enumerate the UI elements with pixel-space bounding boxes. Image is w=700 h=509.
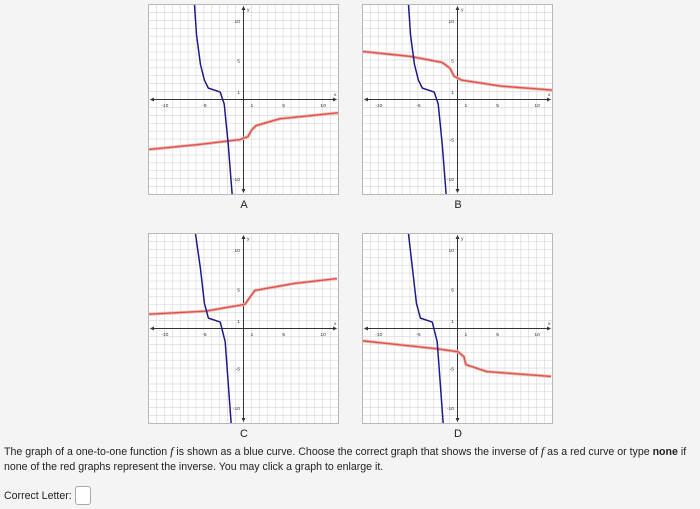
svg-text:-5: -5 [416, 332, 421, 338]
svg-text:1: 1 [237, 90, 240, 96]
answer-row: Correct Letter: [4, 486, 91, 505]
svg-text:5: 5 [496, 103, 499, 109]
graph-b[interactable]: -10 -5 1 5 10 10 5 1 -5 -10 x y [362, 4, 553, 195]
svg-text:1: 1 [451, 90, 454, 96]
svg-text:5: 5 [282, 332, 285, 338]
function-curve [194, 234, 232, 423]
graph-label-c: C [240, 428, 248, 440]
svg-text:10: 10 [320, 332, 326, 338]
svg-text:5: 5 [237, 287, 240, 293]
svg-text:-10: -10 [375, 103, 382, 109]
svg-text:-10: -10 [161, 332, 168, 338]
svg-text:-10: -10 [447, 177, 454, 183]
svg-text:10: 10 [320, 103, 326, 109]
svg-text:1: 1 [237, 319, 240, 325]
function-f: f [170, 444, 174, 458]
graph-plot: -10 -5 1 5 10 10 5 1 -5 -10 x y [363, 234, 552, 423]
svg-text:-10: -10 [233, 177, 240, 183]
svg-text:-5: -5 [236, 367, 241, 373]
svg-text:-10: -10 [233, 406, 240, 412]
svg-text:-5: -5 [450, 367, 455, 373]
graph-label-d: D [454, 428, 462, 440]
graph-d[interactable]: -10 -5 1 5 10 10 5 1 -5 -10 x y [362, 233, 553, 424]
svg-text:y: y [247, 237, 250, 242]
inverse-curve [149, 112, 338, 151]
svg-text:1: 1 [251, 332, 254, 338]
svg-text:10: 10 [534, 103, 540, 109]
svg-text:y: y [461, 8, 464, 13]
graph-label-b: B [454, 199, 462, 211]
svg-text:x: x [334, 93, 337, 98]
svg-text:5: 5 [451, 287, 454, 293]
svg-text:-10: -10 [375, 332, 382, 338]
inverse-curve [149, 277, 338, 315]
svg-text:x: x [548, 322, 551, 327]
svg-text:-10: -10 [447, 406, 454, 412]
svg-text:5: 5 [237, 58, 240, 64]
question-prompt: The graph of a one-to-one function f is … [4, 444, 687, 473]
correct-letter-input[interactable] [74, 486, 91, 505]
svg-text:10: 10 [235, 19, 241, 25]
svg-text:10: 10 [235, 248, 241, 254]
svg-text:10: 10 [534, 332, 540, 338]
svg-text:10: 10 [449, 248, 455, 254]
graph-plot: -10 -5 1 5 10 10 5 1 -5 -10 x y [363, 5, 552, 194]
inverse-curve [363, 50, 552, 91]
svg-text:-5: -5 [450, 138, 455, 144]
svg-text:x: x [334, 322, 337, 327]
svg-text:1: 1 [465, 103, 468, 109]
function-curve [407, 5, 447, 194]
svg-text:-5: -5 [416, 103, 421, 109]
function-curve [407, 234, 444, 423]
svg-text:y: y [247, 8, 250, 13]
graph-a[interactable]: -10 -5 1 5 10 10 5 1 -5 -10 x y [148, 4, 339, 195]
svg-text:1: 1 [465, 332, 468, 338]
graph-plot: -10 -5 1 5 10 10 5 1 -5 -10 x y [149, 234, 338, 423]
svg-text:y: y [461, 237, 464, 242]
svg-text:5: 5 [496, 332, 499, 338]
answer-label: Correct Letter: [4, 489, 72, 502]
svg-text:-5: -5 [202, 103, 207, 109]
svg-text:1: 1 [451, 319, 454, 325]
none-keyword: none [652, 446, 678, 458]
function-curve [193, 5, 233, 194]
graph-c[interactable]: -10 -5 1 5 10 10 5 1 -5 -10 x y [148, 233, 339, 424]
svg-text:-10: -10 [161, 103, 168, 109]
function-f: f [540, 444, 545, 458]
svg-text:10: 10 [449, 19, 455, 25]
svg-text:x: x [548, 93, 551, 98]
graph-label-a: A [240, 199, 248, 211]
svg-text:5: 5 [451, 58, 454, 64]
svg-text:1: 1 [251, 103, 254, 109]
svg-text:-5: -5 [202, 332, 207, 338]
svg-text:5: 5 [282, 103, 285, 109]
